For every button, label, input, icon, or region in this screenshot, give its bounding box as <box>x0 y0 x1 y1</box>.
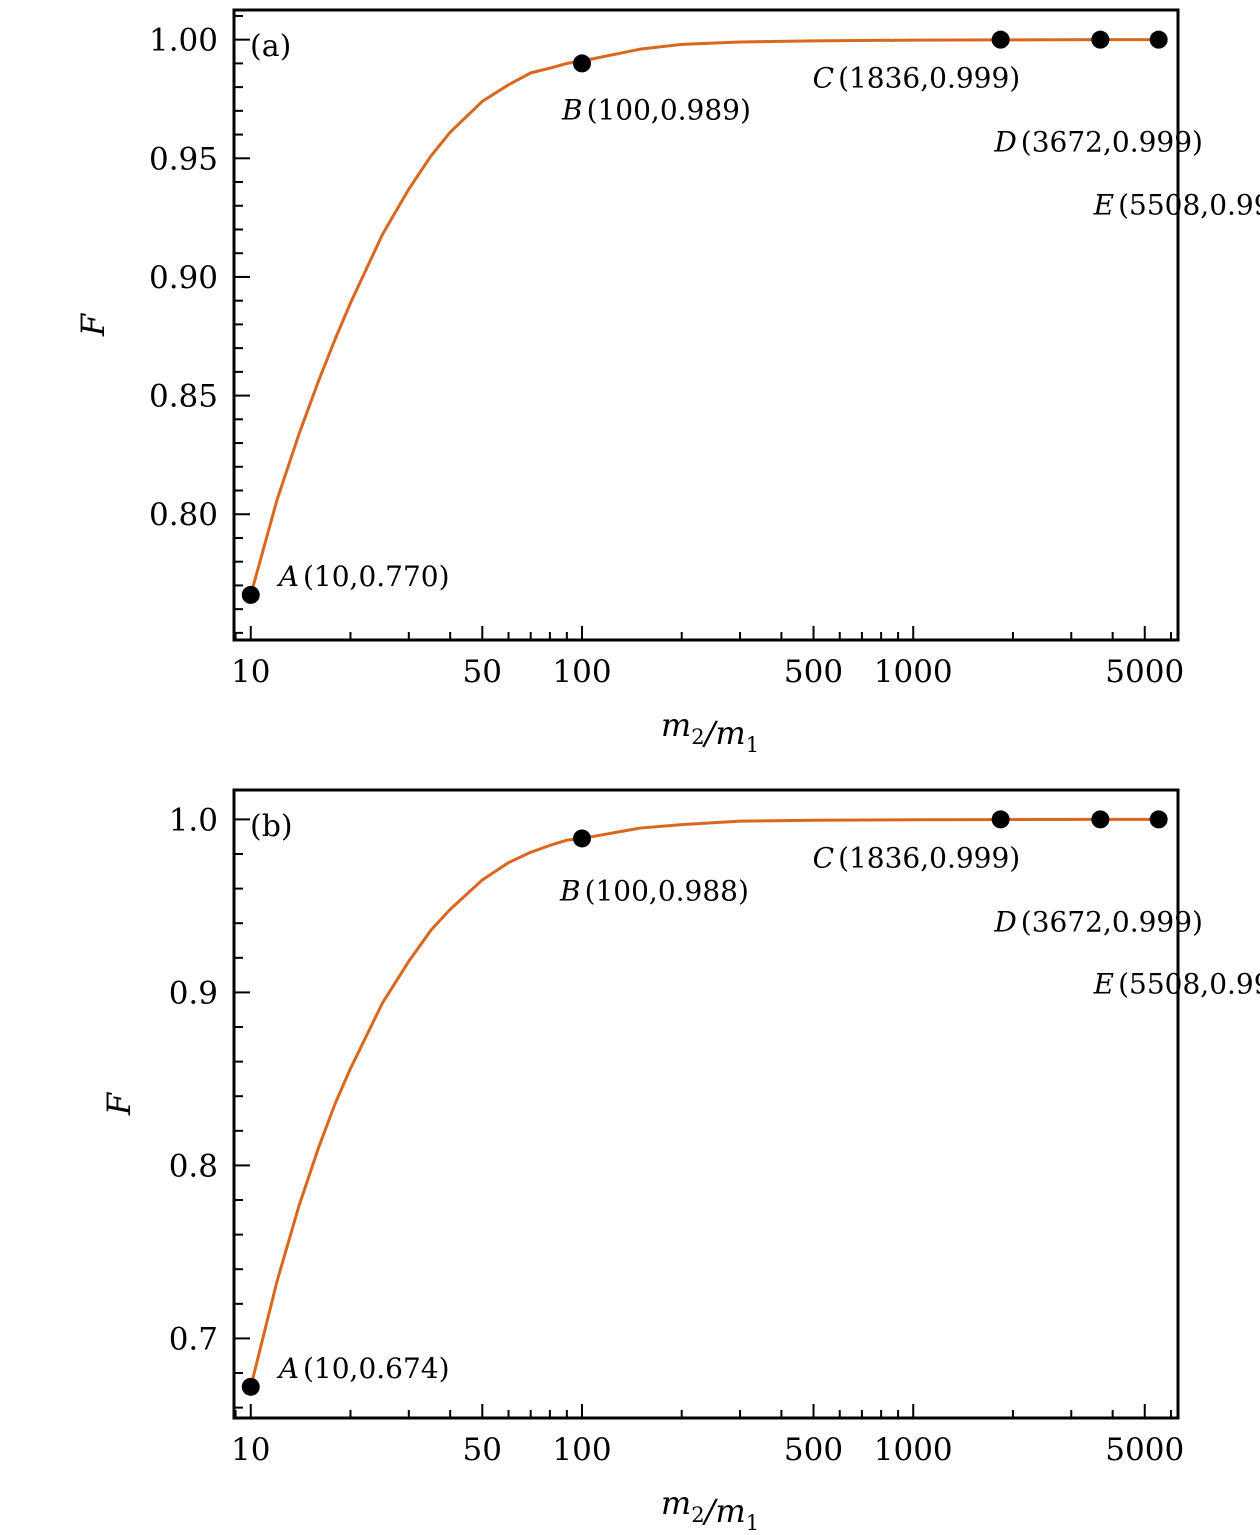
point-label-e: E(5508,0.999) <box>1093 189 1260 222</box>
point-label-a: A (10,0.674) <box>276 1352 450 1385</box>
y-axis-label: F <box>100 1091 138 1116</box>
point-label-b: B (100,0.988) <box>559 874 749 907</box>
data-point-b <box>572 54 591 73</box>
y-tick-label: 0.95 <box>149 141 218 177</box>
data-point-e <box>1149 810 1168 829</box>
x-tick-label: 10 <box>231 1432 270 1468</box>
x-tick-label: 1000 <box>874 654 953 690</box>
data-point-d <box>1091 30 1110 49</box>
chart-panel-b: 10 50 100 500 1000 5000 0.7 0.8 0.9 1.0 A (10,0.674… <box>100 788 1260 1535</box>
series-curve <box>249 817 1159 1388</box>
data-point-e <box>1149 30 1168 49</box>
x-tick-label: 500 <box>784 654 843 690</box>
point-label-d: D (3672,0.999) <box>993 905 1203 938</box>
y-tick-label: 0.8 <box>169 1148 218 1184</box>
x-tick-label: 50 <box>463 654 502 690</box>
y-tick-label: 0.9 <box>169 975 218 1011</box>
data-point-c <box>991 30 1010 49</box>
data-point-b <box>572 829 591 848</box>
x-tick-label: 500 <box>784 1432 843 1468</box>
x-tick-label: 50 <box>463 1432 502 1468</box>
data-point-c <box>991 810 1010 829</box>
y-tick-label: 0.80 <box>149 497 218 533</box>
plot-frame <box>232 788 1180 1420</box>
y-tick-label: 0.7 <box>169 1321 218 1357</box>
x-tick-label: 100 <box>552 1432 611 1468</box>
point-label-a: A (10,0.770) <box>276 560 450 593</box>
x-tick-label: 5000 <box>1105 654 1184 690</box>
x-tick-label: 10 <box>231 654 270 690</box>
chart-panel-a: 10 50 100 500 1000 5000 0.80 0.85 0.90 0.95 1.00 A(… <box>74 8 1260 757</box>
x-tick-label: 5000 <box>1105 1432 1184 1468</box>
y-axis-label: F <box>74 312 112 337</box>
data-point-d <box>1091 810 1110 829</box>
data-point-a <box>241 1377 260 1396</box>
panel-label: (b) <box>250 809 293 844</box>
point-label-d: D (3672,0.999) <box>993 126 1203 159</box>
point-label-b: B (100,0.989) <box>561 93 751 126</box>
x-tick-label: 1000 <box>874 1432 953 1468</box>
y-tick-label: 1.0 <box>169 802 218 838</box>
x-axis-label: m2/m1 <box>661 706 759 757</box>
x-axis-label: m2/m1 <box>661 1484 759 1535</box>
point-label-e: E(5508,0.999) <box>1093 967 1260 1000</box>
series-curve <box>249 38 1159 596</box>
y-tick-label: 0.90 <box>149 260 218 296</box>
point-label-c: C (1836,0.999) <box>813 62 1021 95</box>
panel-label: (a) <box>250 29 291 64</box>
point-label-c: C (1836,0.999) <box>813 841 1021 874</box>
y-tick-label: 1.00 <box>149 23 218 59</box>
data-point-a <box>241 585 260 604</box>
x-tick-label: 100 <box>552 654 611 690</box>
y-tick-label: 0.85 <box>149 379 218 415</box>
